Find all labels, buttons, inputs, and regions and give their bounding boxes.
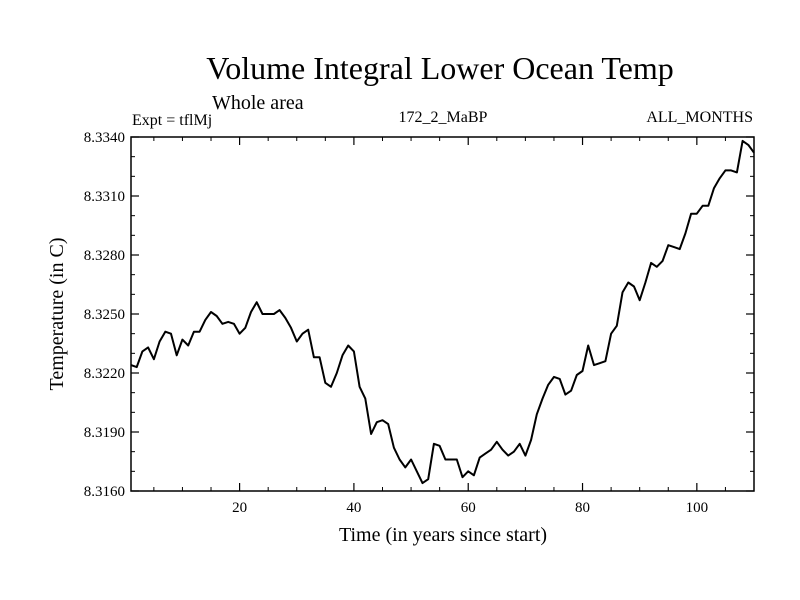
x-tick-label: 100 — [686, 500, 709, 516]
y-axis: 8.3160 8.3190 8.3220 8.3250 8.3280 8.3310 8.33… — [84, 130, 754, 500]
x-axis-label: Time (in years since start) — [339, 524, 547, 546]
y-axis-label: Temperature (in C) — [46, 238, 68, 391]
chart-title: Volume Integral Lower Ocean Temp — [206, 50, 674, 86]
run-label: 172_2_MaBP — [399, 109, 488, 126]
months-label: ALL_MONTHS — [646, 109, 753, 126]
y-tick-label: 8.3280 — [84, 248, 125, 264]
temperature-series-line — [130, 139, 755, 485]
y-tick-label: 8.3220 — [84, 366, 125, 382]
experiment-label: Expt = tflMj — [132, 112, 212, 129]
plot-frame — [130, 136, 755, 492]
y-tick-label: 8.3340 — [84, 130, 125, 146]
y-tick-label: 8.3190 — [84, 425, 125, 441]
x-axis: 20 40 60 80 100 — [153, 137, 755, 516]
x-tick-label: 20 — [232, 500, 247, 516]
x-tick-label: 80 — [575, 500, 590, 516]
x-tick-label: 40 — [346, 500, 361, 516]
y-tick-label: 8.3160 — [84, 484, 125, 500]
x-tick-label: 60 — [461, 500, 476, 516]
chart-subtitle: Whole area — [212, 92, 304, 114]
y-tick-label: 8.3310 — [84, 189, 125, 205]
y-tick-label: 8.3250 — [84, 307, 125, 323]
